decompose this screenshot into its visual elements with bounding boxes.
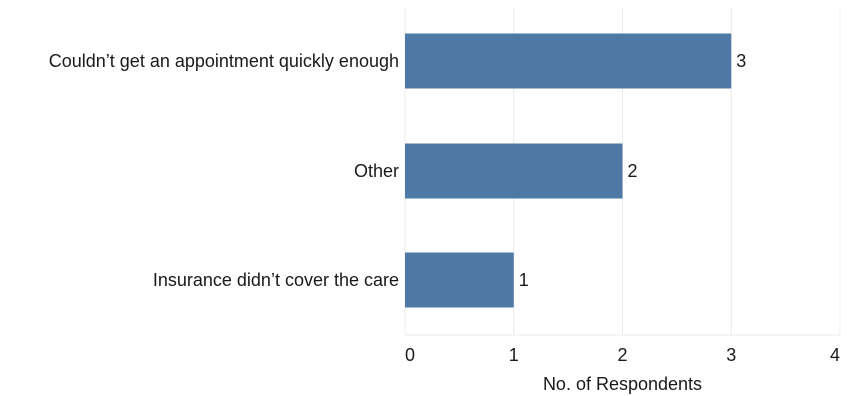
x-tick-label: 0 [405, 345, 415, 365]
category-label: Insurance didn’t cover the care [153, 270, 399, 290]
x-tick-label: 2 [617, 345, 627, 365]
category-label: Other [354, 161, 399, 181]
category-labels: Couldn’t get an appointment quickly enou… [49, 51, 399, 290]
bar [405, 252, 514, 308]
bars [405, 33, 732, 308]
x-tick-label: 1 [509, 345, 519, 365]
data-label: 2 [628, 161, 638, 181]
x-tick-label: 3 [726, 345, 736, 365]
x-tick-labels: 0 1 2 3 4 [405, 345, 840, 365]
x-axis-title: No. of Respondents [543, 374, 702, 394]
data-label: 3 [736, 51, 746, 71]
category-label: Couldn’t get an appointment quickly enou… [49, 51, 399, 71]
data-labels: 3 2 1 [519, 51, 747, 290]
x-tick-label: 4 [830, 345, 840, 365]
bar [405, 33, 732, 89]
bar [405, 143, 623, 199]
data-label: 1 [519, 270, 529, 290]
